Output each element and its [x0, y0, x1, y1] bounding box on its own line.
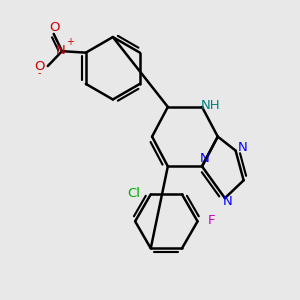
Text: +: +: [66, 37, 74, 47]
Text: O: O: [34, 60, 45, 73]
Text: -: -: [38, 68, 41, 79]
Text: NH: NH: [201, 99, 221, 112]
Text: N: N: [223, 195, 233, 208]
Text: O: O: [50, 22, 60, 34]
Text: F: F: [208, 214, 216, 227]
Text: N: N: [238, 141, 248, 154]
Text: N: N: [200, 152, 210, 164]
Text: Cl: Cl: [127, 187, 140, 200]
Text: N: N: [56, 44, 65, 57]
